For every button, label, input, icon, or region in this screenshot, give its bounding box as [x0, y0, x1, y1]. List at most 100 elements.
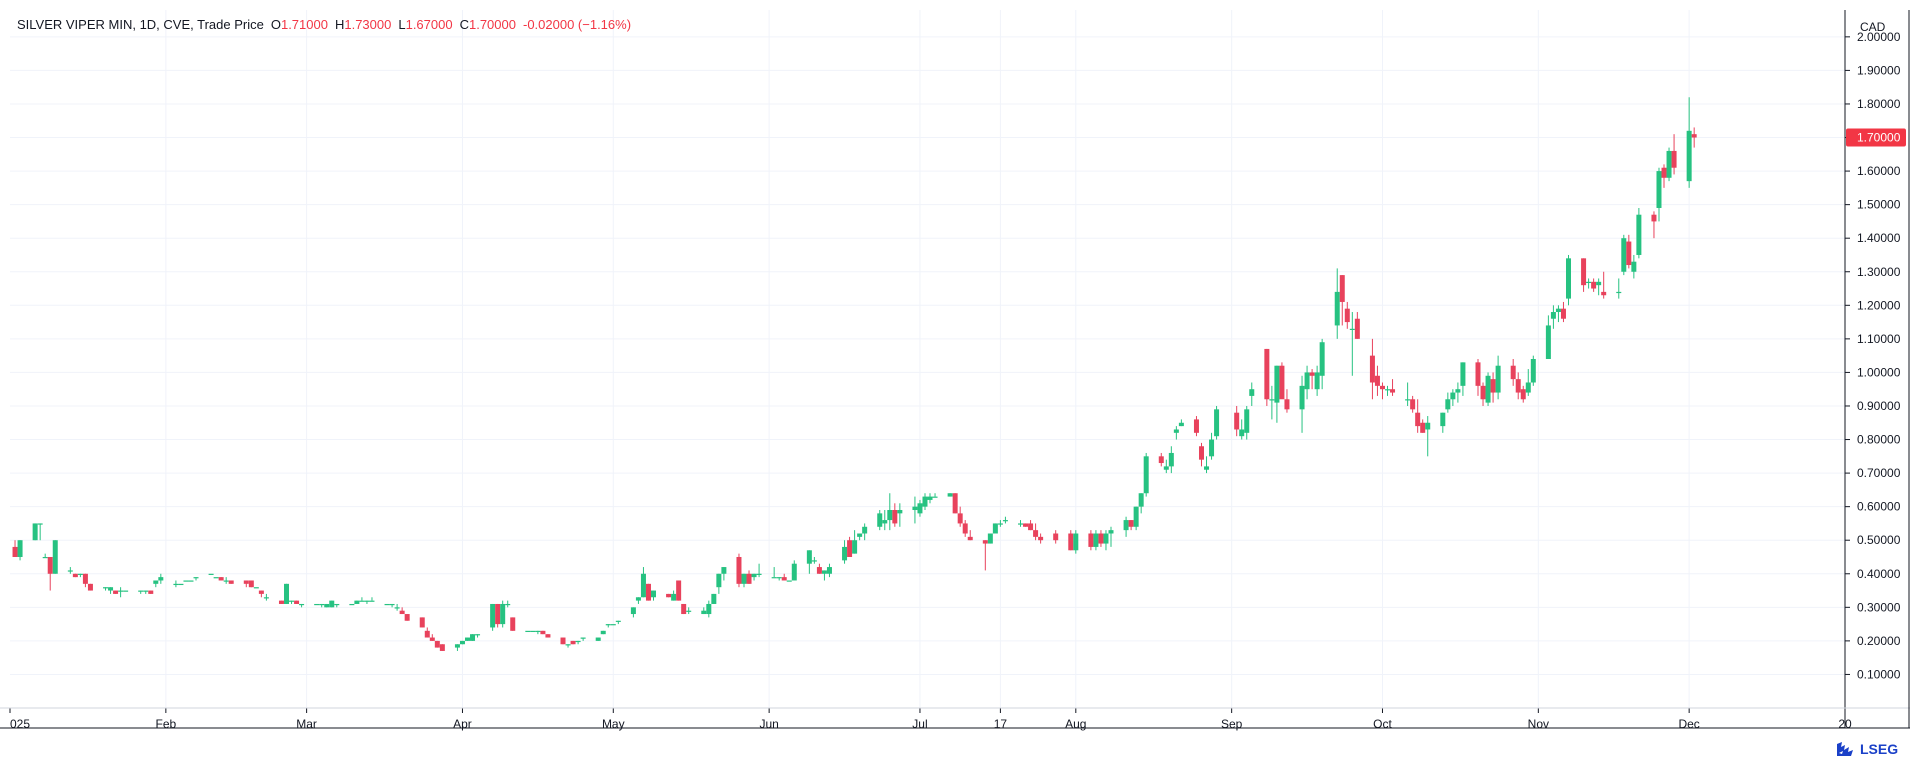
candle-body	[419, 617, 425, 628]
candle	[1309, 369, 1315, 390]
candle	[289, 600, 295, 604]
candle-body	[173, 583, 179, 586]
candle	[399, 607, 405, 615]
candle	[1178, 419, 1184, 427]
candle-body	[108, 587, 114, 591]
candle	[17, 540, 23, 561]
candle	[686, 607, 692, 615]
candle-body	[470, 634, 476, 641]
candle-body	[545, 634, 551, 638]
candle	[1490, 372, 1496, 403]
candle-body	[1425, 422, 1431, 430]
candle	[892, 503, 898, 527]
candle-body	[1339, 275, 1345, 302]
candle	[424, 627, 430, 638]
candle	[47, 556, 53, 591]
candle	[12, 540, 18, 557]
candle-body	[248, 580, 254, 588]
candle	[364, 600, 370, 604]
candle-body	[12, 546, 18, 557]
y-tick-label: 1.30000	[1857, 265, 1901, 279]
candle	[847, 536, 853, 557]
candle	[1239, 419, 1245, 440]
candle	[183, 580, 189, 582]
candle-body	[982, 540, 988, 544]
candle	[1088, 530, 1094, 551]
candle-body	[957, 513, 963, 524]
candle	[138, 590, 144, 594]
candle	[1249, 382, 1255, 406]
candle-body	[651, 590, 657, 598]
candle-body	[1033, 530, 1039, 537]
candle-body	[1616, 291, 1622, 294]
candle-body	[771, 577, 777, 579]
candle-body	[821, 570, 827, 574]
candle	[1495, 355, 1501, 400]
candle	[1601, 271, 1607, 299]
candle-body	[459, 640, 465, 645]
candle-body	[67, 570, 73, 572]
candle-body	[952, 493, 958, 514]
candle-body	[1621, 238, 1627, 272]
candle-body	[1560, 308, 1566, 319]
candle-body	[615, 620, 621, 622]
candle-body	[193, 577, 199, 579]
candle	[1385, 385, 1391, 396]
candle	[429, 634, 435, 641]
candle	[545, 634, 551, 638]
candle	[842, 540, 848, 564]
candle	[419, 617, 425, 628]
candle	[52, 540, 58, 574]
candle-body	[741, 573, 747, 584]
candle	[816, 563, 822, 574]
candle	[87, 583, 93, 591]
candle-body	[610, 624, 616, 626]
candle-body	[394, 607, 400, 609]
candle-body	[1068, 533, 1074, 551]
candle	[645, 583, 651, 601]
candle-body	[178, 583, 184, 586]
candle	[1520, 385, 1526, 403]
candle-body	[1354, 318, 1360, 339]
symbol-legend: SILVER VIPER MIN, 1D, CVE, Trade Price O1…	[17, 17, 631, 32]
x-tick-label: Feb	[156, 717, 177, 731]
candle	[243, 580, 249, 588]
change-value: -0.02000 (−1.16%)	[522, 17, 632, 32]
candle	[1475, 359, 1481, 396]
candle-body	[997, 523, 1003, 525]
candle-body	[635, 597, 641, 601]
candle-body	[1344, 308, 1350, 323]
candle-body	[434, 640, 440, 648]
candle	[123, 590, 129, 592]
candle-body	[671, 593, 677, 601]
axes: 0.10000 0.20000 0.30000 0.40000 0.50000 0.600…	[0, 10, 1910, 731]
candle-body	[1555, 308, 1561, 313]
candle	[651, 590, 657, 601]
grid	[10, 10, 1845, 708]
y-tick-label: 0.10000	[1857, 667, 1901, 681]
candle	[560, 637, 566, 645]
candle-body	[1475, 362, 1481, 386]
candle	[354, 600, 360, 604]
candle-body	[1656, 171, 1662, 208]
candle	[1656, 167, 1662, 222]
candle	[786, 580, 792, 582]
last-price-badge	[1846, 128, 1906, 147]
candle	[962, 520, 968, 537]
candle	[987, 533, 993, 544]
candle	[1103, 530, 1109, 551]
candle	[927, 493, 933, 504]
candle	[500, 600, 506, 628]
candle-body	[490, 603, 496, 628]
candle-body	[1309, 372, 1315, 376]
currency-selector[interactable]: CAD	[1860, 20, 1886, 34]
candle	[1440, 412, 1446, 433]
candle	[1002, 516, 1008, 524]
high-value: 1.73000	[344, 17, 392, 32]
candle-body	[258, 590, 264, 594]
candle	[173, 580, 179, 588]
candle	[922, 493, 928, 511]
candle-body	[153, 580, 159, 584]
y-tick-label: 2.00000	[1857, 30, 1901, 44]
